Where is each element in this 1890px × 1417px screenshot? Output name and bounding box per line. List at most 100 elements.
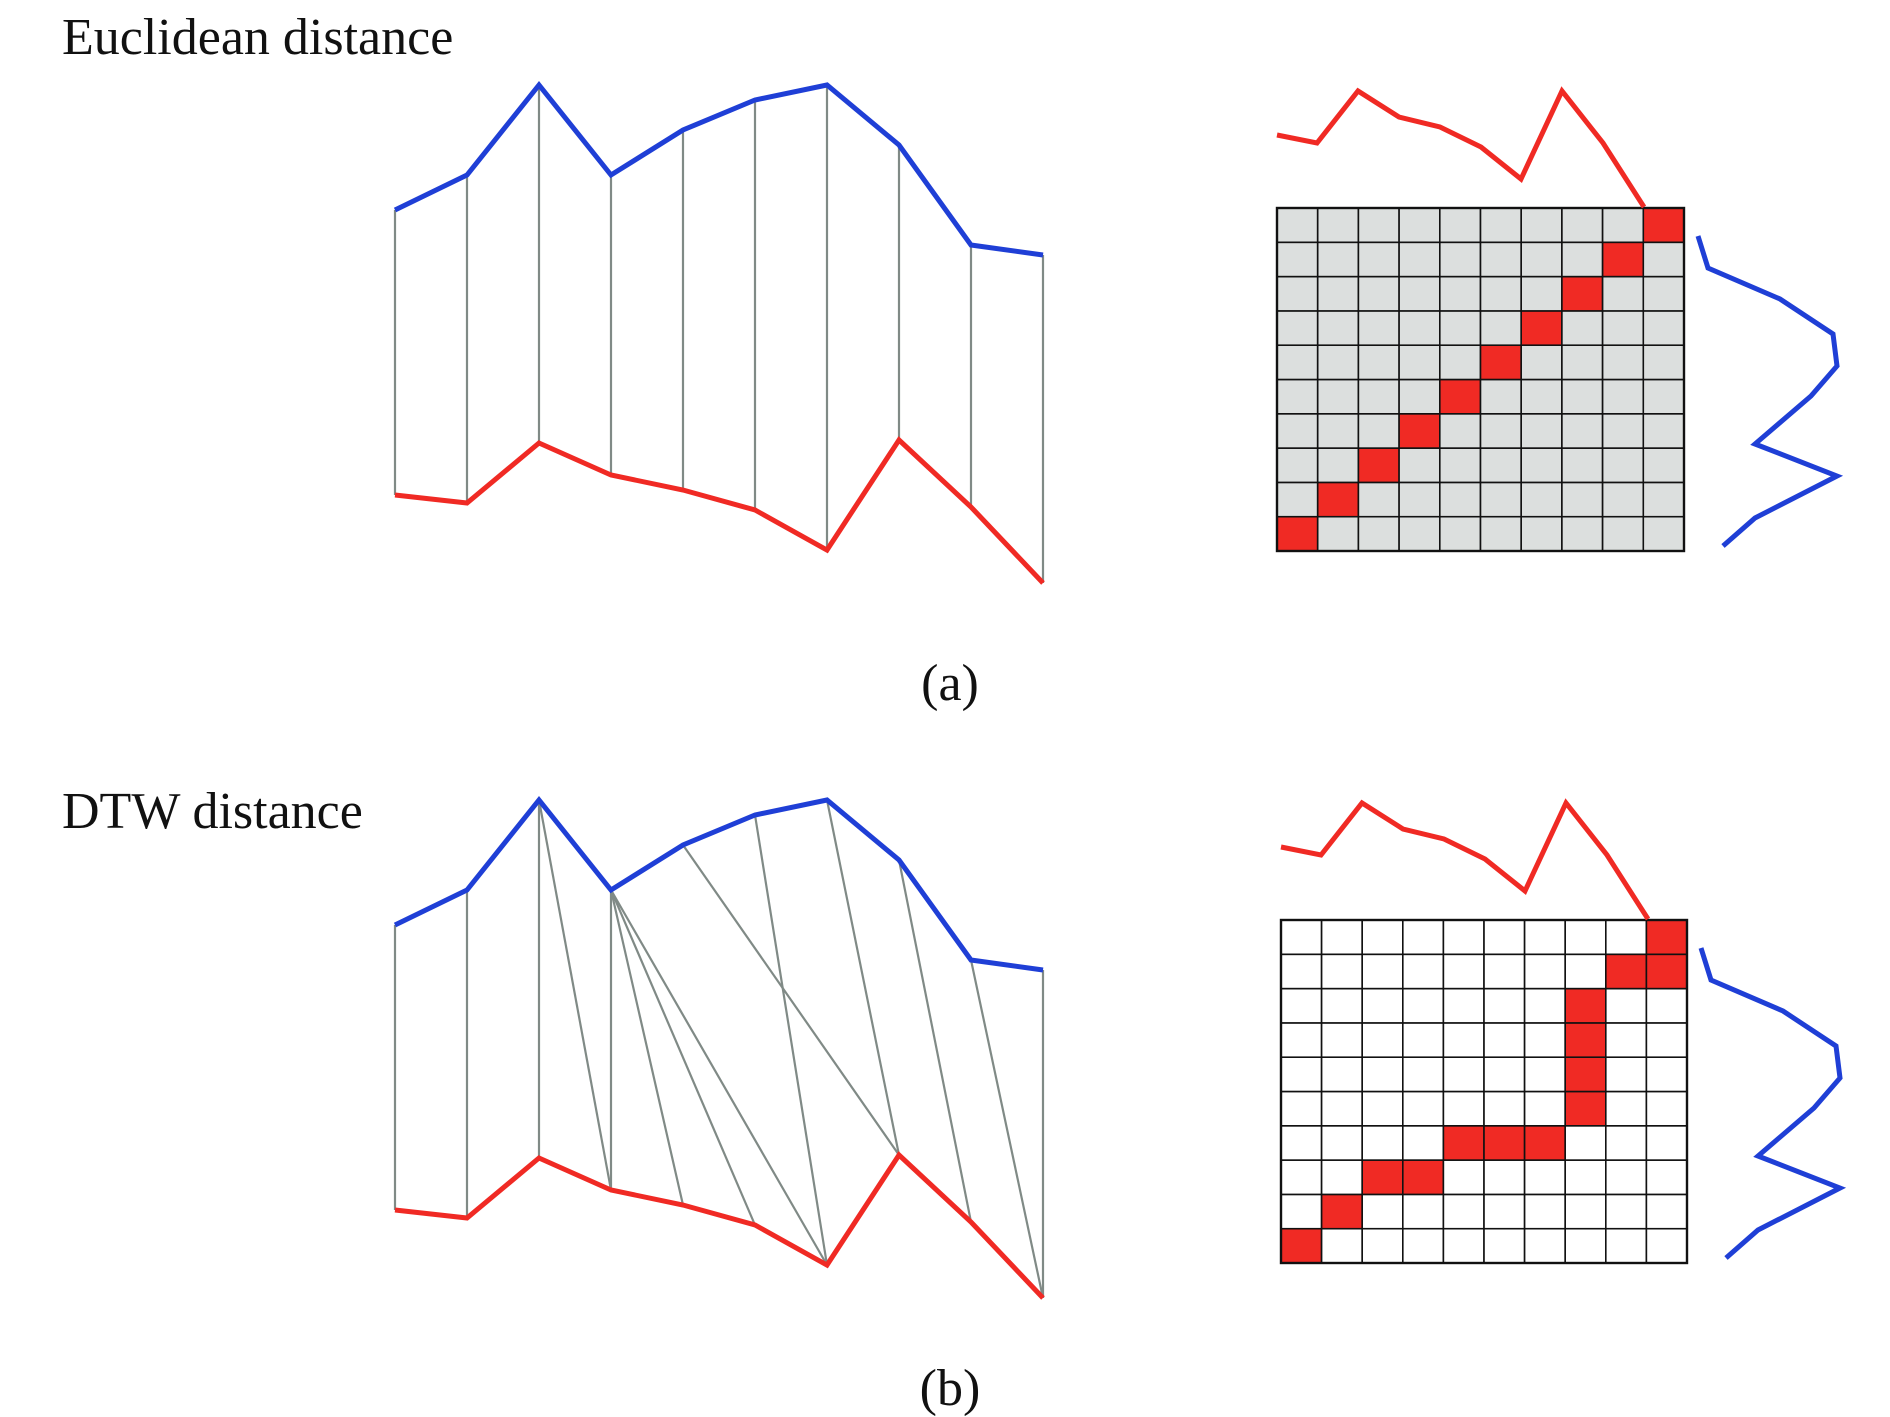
matrix-cell (1439, 412, 1482, 449)
matrix-cell (1398, 310, 1441, 346)
matrix-cell (1645, 987, 1688, 1024)
matrix-cell (1320, 953, 1363, 990)
matrix-cell (1483, 987, 1526, 1024)
matrix-path-cell (1398, 412, 1441, 449)
matrix-cell (1564, 1193, 1607, 1230)
matrix-cell (1601, 344, 1645, 381)
matrix-path-cell (1276, 515, 1319, 552)
matrix-cell (1316, 412, 1360, 449)
matrix-path-cell (1316, 481, 1360, 518)
matrix-cell (1564, 1159, 1607, 1196)
matrix-cell (1398, 344, 1441, 381)
matrix-cell (1520, 241, 1563, 278)
matrix-path-cell (1439, 378, 1482, 415)
matrix-cell (1479, 412, 1523, 449)
matrix-cell (1280, 1056, 1323, 1093)
matrix-cell (1280, 953, 1323, 990)
matrix-cell (1439, 447, 1482, 484)
matrix-cell (1642, 344, 1685, 381)
matrix-cell (1483, 1022, 1526, 1059)
matrix-cell (1402, 1090, 1445, 1127)
matrix-cell (1479, 207, 1523, 244)
matrix-cell (1357, 207, 1400, 244)
matrix-path-cell (1520, 310, 1563, 346)
alignment-line (825, 799, 901, 1156)
matrix-cell (1357, 412, 1400, 449)
alignment-line (682, 844, 900, 1156)
matrix-cell (1439, 481, 1482, 518)
matrix-path-cell (1320, 1193, 1363, 1230)
matrix-top-series (1276, 86, 1647, 209)
matrix-path-cell (1564, 1090, 1607, 1127)
matrix-cell (1276, 344, 1319, 381)
matrix-path-cell (1361, 1159, 1404, 1196)
matrix-cell (1357, 310, 1400, 346)
matrix-cell (1564, 1227, 1607, 1264)
matrix-cell (1564, 1125, 1607, 1161)
alignment-line (969, 959, 1045, 1299)
matrix-cell (1564, 953, 1607, 990)
blue-series-line (393, 795, 1044, 973)
matrix-cell (1357, 378, 1400, 415)
matrix-cell (1605, 1159, 1648, 1196)
matrix-path-cell (1564, 1022, 1607, 1059)
matrix-cell (1398, 481, 1441, 518)
matrix-path-cell (1402, 1159, 1445, 1196)
matrix-cell (1439, 207, 1482, 244)
red-series-line (394, 1151, 1045, 1300)
matrix-cell (1605, 1022, 1648, 1059)
matrix-cell (1316, 378, 1360, 415)
matrix-cell (1280, 1090, 1323, 1127)
matrix-cell (1642, 412, 1685, 449)
matrix-cell (1442, 1227, 1485, 1264)
matrix-path-cell (1645, 953, 1688, 990)
matrix-cell (1645, 1125, 1688, 1161)
matrix-cell (1561, 241, 1604, 278)
matrix-cell (1523, 1090, 1566, 1127)
matrix-cell (1439, 275, 1482, 312)
matrix-cell (1520, 207, 1563, 244)
matrix-cell (1642, 275, 1685, 312)
matrix-cell (1276, 447, 1319, 484)
matrix-cell (1479, 515, 1523, 552)
matrix-path-cell (1479, 344, 1523, 381)
matrix-cell (1520, 275, 1563, 312)
matrix-cell (1402, 919, 1445, 956)
matrix-cell (1320, 987, 1363, 1024)
matrix-side-series (1698, 947, 1847, 1260)
matrix-cell (1280, 1193, 1323, 1230)
matrix-cell (1483, 919, 1526, 956)
matrix-cell (1276, 378, 1319, 415)
matrix-cell (1402, 1125, 1445, 1161)
matrix-path-cell (1280, 1227, 1323, 1264)
matrix-cell (1357, 241, 1400, 278)
matrix-path-cell (1564, 1056, 1607, 1093)
matrix-cell (1442, 1056, 1485, 1093)
matrix-cell (1280, 1022, 1323, 1059)
matrix-cell (1642, 515, 1685, 552)
matrix-path-cell (1564, 987, 1607, 1024)
matrix-path-cell (1483, 1125, 1526, 1161)
side-blue-series (1695, 235, 1844, 548)
matrix-path-cell (1645, 919, 1688, 956)
matrix-cell (1520, 481, 1563, 518)
matrix-cell (1442, 1090, 1485, 1127)
matrix-path-cell (1357, 447, 1400, 484)
matrix-cell (1605, 987, 1648, 1024)
top-red-series (1280, 798, 1651, 921)
matrix-cell (1398, 241, 1441, 278)
matrix-cell (1276, 241, 1319, 278)
matrix-cell (1276, 207, 1319, 244)
matrix-cell (1642, 481, 1685, 518)
side-blue-series (1698, 947, 1847, 1260)
matrix-cell (1605, 1125, 1648, 1161)
matrix-cell (1276, 275, 1319, 312)
matrix-cell (1645, 1056, 1688, 1093)
matrix-cell (1398, 447, 1441, 484)
matrix-cell (1642, 241, 1685, 278)
matrix-cell (1523, 1056, 1566, 1093)
red-series-line (394, 436, 1045, 585)
alignment-line (537, 799, 613, 1191)
matrix-cell (1520, 344, 1563, 381)
